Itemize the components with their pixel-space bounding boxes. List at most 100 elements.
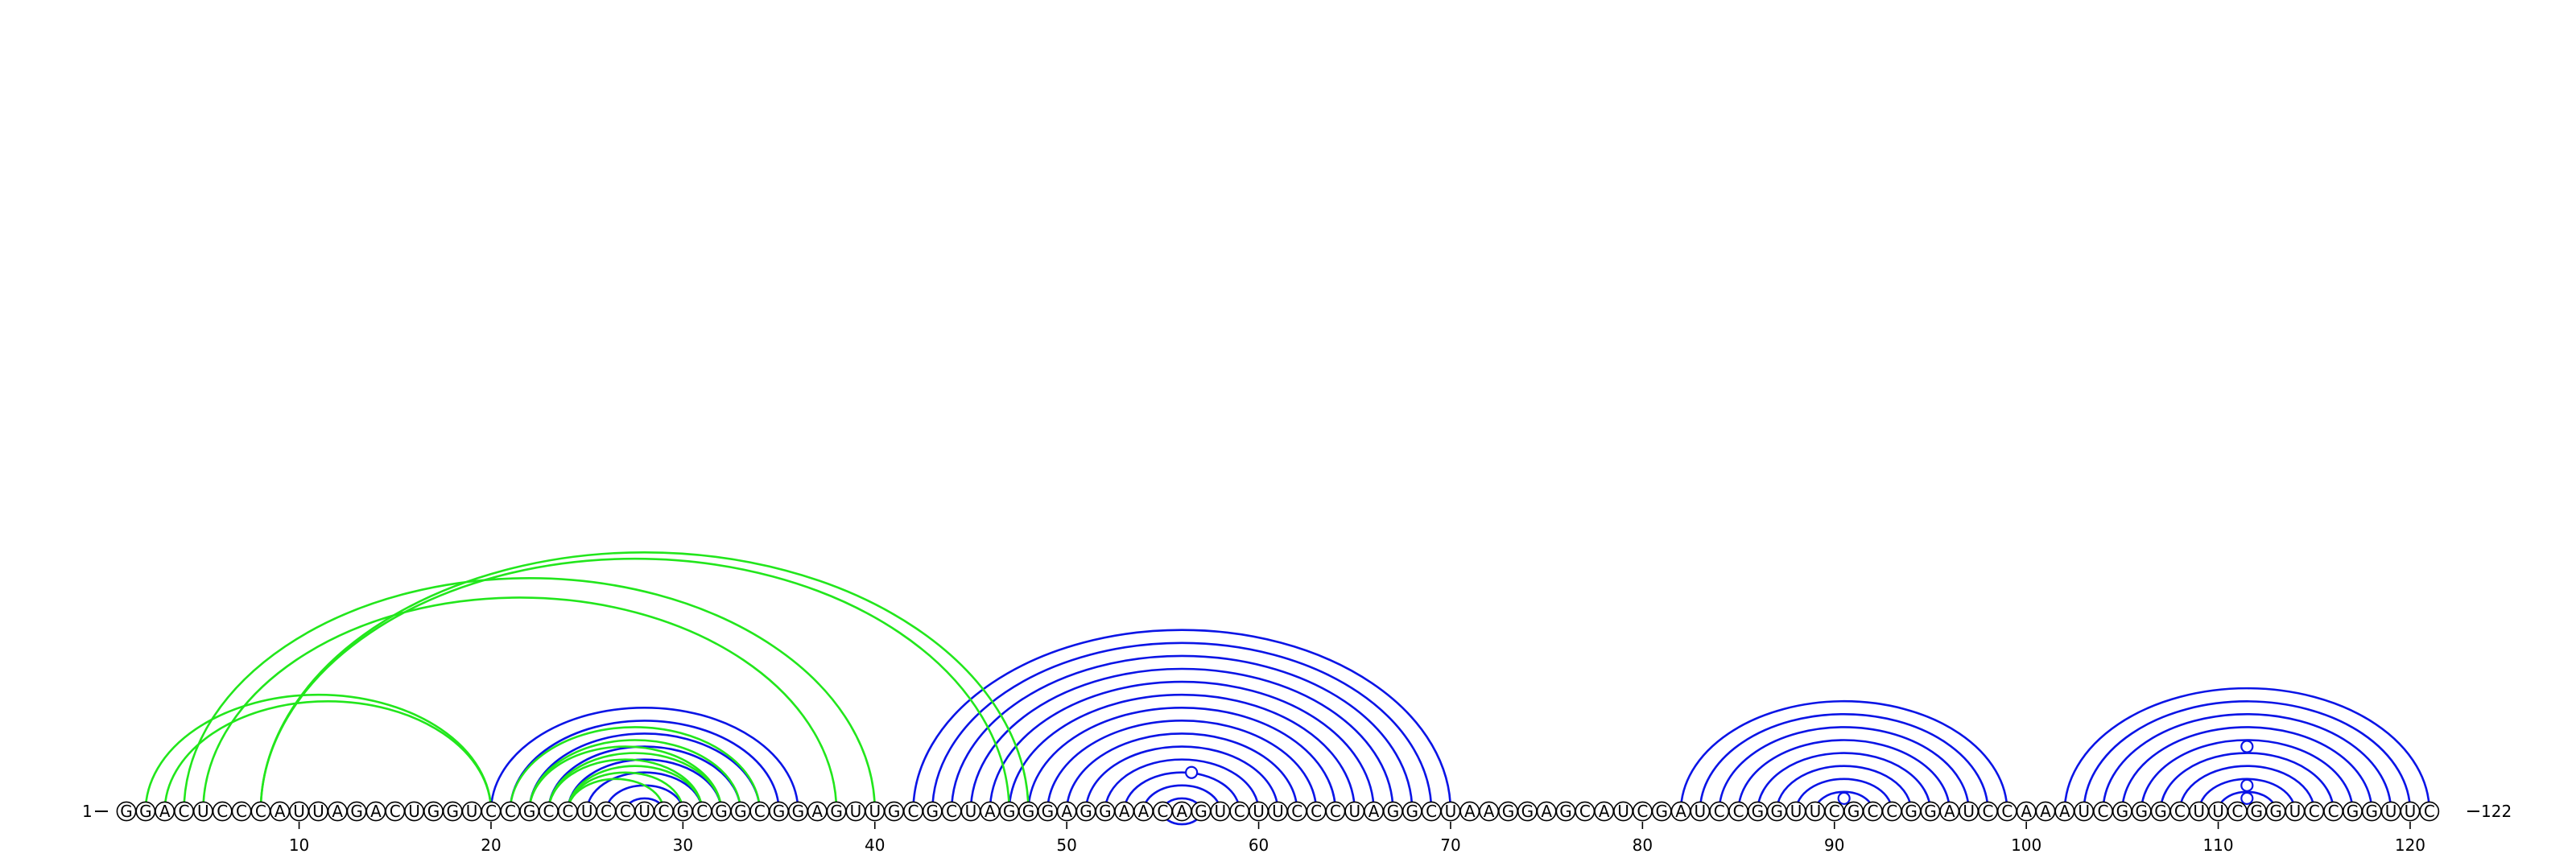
helix-arc <box>1679 699 2008 812</box>
nucleotide-letter: U <box>638 802 650 821</box>
nucleotide-letter: U <box>1695 802 1707 821</box>
gu-pair-marker <box>1185 765 1199 779</box>
ticks-layer: 10 20 30 40 50 60 70 80 90 100 110 120 <box>289 822 2425 855</box>
nucleotide-letter: A <box>1599 802 1610 821</box>
nucleotide-letter: U <box>2212 802 2224 821</box>
nucleotide-letter: G <box>1387 802 1400 821</box>
nucleotide-letter: G <box>1655 802 1668 821</box>
nucleotide-letter: G <box>2250 802 2263 821</box>
pseudoknot-arc <box>144 693 493 812</box>
nucleotide-letter: C <box>1982 802 1993 821</box>
nucleotide-letter: C <box>907 802 919 821</box>
nucleotide-letter: A <box>1138 802 1150 821</box>
nucleotide-letter: C <box>1234 802 1245 821</box>
nucleotide-letter: G <box>120 802 133 821</box>
gu-pair-marker <box>1837 791 1851 806</box>
nucleotide-letter: U <box>293 802 305 821</box>
nucleotide-letter: G <box>677 802 690 821</box>
nucleotide-letter: G <box>1099 802 1112 821</box>
nucleotide-letter: C <box>696 802 708 821</box>
nucleotide-letter: G <box>830 802 843 821</box>
nucleotide-letter: U <box>1790 802 1802 821</box>
nucleotide-letter: G <box>523 802 536 821</box>
nucleotide-letter: C <box>620 802 631 821</box>
nucleotide-letter: A <box>2040 802 2051 821</box>
nucleotide-letter: C <box>1637 802 1648 821</box>
nucleotide-letter: U <box>312 802 324 821</box>
nucleotide-letter: C <box>217 802 228 821</box>
nucleotide-letter: G <box>2154 802 2167 821</box>
gu-pair-marker <box>2240 791 2254 806</box>
tick-label: 30 <box>673 835 693 855</box>
nucleotide-letter: U <box>2405 802 2417 821</box>
pseudoknot-arc <box>163 699 493 812</box>
nucleotide-letter: G <box>1770 802 1783 821</box>
tick-label: 120 <box>2395 835 2425 855</box>
nucleotide-letter: U <box>408 802 420 821</box>
nucleotide-letter: G <box>1924 802 1937 821</box>
nucleotide-letter: C <box>255 802 266 821</box>
pseudoknot-arc <box>509 726 762 812</box>
nucleotide-letter: C <box>543 802 554 821</box>
tick-label: 60 <box>1249 835 1269 855</box>
nucleotide-letter: C <box>1867 802 1878 821</box>
nucleotide-letter: C <box>505 802 516 821</box>
nucleotide-letter: U <box>1215 802 1227 821</box>
nucleotide-letter: G <box>792 802 805 821</box>
nucleotide-letter: U <box>2193 802 2205 821</box>
helix-arc <box>1757 752 1932 812</box>
nucleotide-letter: G <box>1406 802 1419 821</box>
nucleotide-letter: C <box>485 802 497 821</box>
nucleotide-letter: C <box>179 802 190 821</box>
nucleotide-letter: G <box>447 802 460 821</box>
tick-label: 20 <box>481 835 501 855</box>
nucleotide-letter: C <box>658 802 670 821</box>
nucleotide-letter: C <box>1157 802 1168 821</box>
nucleotide-letter: U <box>869 802 881 821</box>
nucleotide-letter: A <box>985 802 996 821</box>
nucleotide-letter: G <box>715 802 728 821</box>
nucleotide-letter: C <box>1714 802 1725 821</box>
nucleotide-letter: C <box>1579 802 1591 821</box>
nucleotide-letter: U <box>1348 802 1360 821</box>
nucleotide-letter: U <box>1963 802 1975 821</box>
nucleotide-letter: A <box>1061 802 1072 821</box>
nucleotide-letter: A <box>2021 802 2032 821</box>
nucleotide-letter: C <box>2001 802 2013 821</box>
nucleotide-letter: G <box>927 802 939 821</box>
nucleotide-letter: A <box>1368 802 1380 821</box>
helix-arc <box>1123 771 1241 812</box>
nucleotide-letter: G <box>2269 802 2282 821</box>
nucleotide-letter: C <box>1829 802 1840 821</box>
nucleotide-letter: G <box>1905 802 1918 821</box>
nucleotide-letter: G <box>2366 802 2379 821</box>
pseudoknot-arc <box>259 557 1010 812</box>
nucleotide-letter: G <box>1559 802 1572 821</box>
gu-pair-marker <box>2240 778 2254 792</box>
tick-label: 80 <box>1633 835 1653 855</box>
nucleotide-letter: C <box>1330 802 1341 821</box>
nucleotide-letter: G <box>1847 802 1860 821</box>
backbone-layer: 1 122 <box>82 802 2512 821</box>
helix-arc <box>1008 693 1356 812</box>
nucleotide-letter: G <box>2347 802 2359 821</box>
arcs-layer <box>144 551 2431 826</box>
nucleotide-letter: A <box>159 802 171 821</box>
nucleotide-letter: G <box>1502 802 1515 821</box>
nucleotide-letter: G <box>1521 802 1534 821</box>
pseudoknot-arc <box>183 577 877 812</box>
nucleotide-letter: A <box>1119 802 1130 821</box>
nucleotide-letter: C <box>1426 802 1437 821</box>
nucleotide-letter: C <box>390 802 401 821</box>
nucleotide-circle <box>2419 801 2440 822</box>
nucleotide-letter: C <box>2098 802 2109 821</box>
nucleotide-letter: U <box>850 802 862 821</box>
nucleotide-letter: C <box>601 802 612 821</box>
nucleotide-letter: C <box>754 802 766 821</box>
nucleotide-letter: C <box>1291 802 1302 821</box>
nucleotide-letter: A <box>275 802 286 821</box>
nucleotide-letter: A <box>370 802 382 821</box>
tick-label: 100 <box>2011 835 2041 855</box>
nucleotide-letter: U <box>1272 802 1284 821</box>
